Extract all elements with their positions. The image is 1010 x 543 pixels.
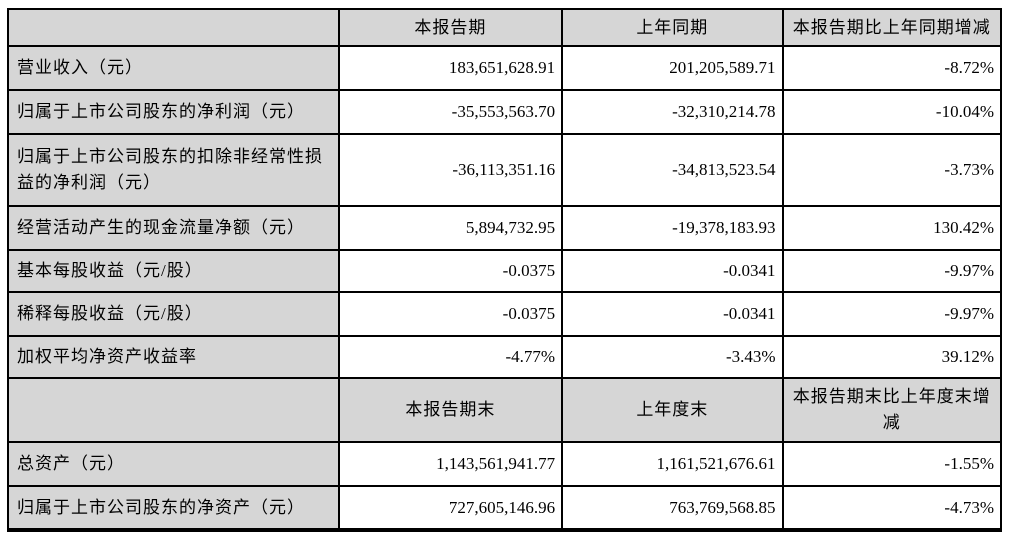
- table-header-row-period-end: 本报告期末 上年度末 本报告期末比上年度末增减: [7, 377, 1003, 443]
- row-label-cell: 加权平均净资产收益率: [7, 335, 340, 379]
- financial-summary-table: 本报告期 上年同期 本报告期比上年同期增减 营业收入（元） 183,651,62…: [7, 8, 1003, 532]
- table-row-net-profit: 归属于上市公司股东的净利润（元） -35,553,563.70 -32,310,…: [7, 89, 1003, 135]
- prior-period-value-cell: -34,813,523.54: [561, 133, 784, 207]
- change-value-cell: 39.12%: [781, 335, 1003, 379]
- row-label-cell: 归属于上市公司股东的扣除非经常性损益的净利润（元）: [7, 133, 340, 207]
- header-cell-prior-year-end: 上年度末: [561, 377, 784, 443]
- current-period-value-cell: -0.0375: [337, 249, 564, 293]
- prior-period-value-cell: 201,205,589.71: [561, 45, 784, 91]
- row-label-cell: 营业收入（元）: [7, 45, 340, 91]
- header-cell-current-period: 本报告期: [337, 8, 564, 47]
- row-label-cell: 稀释每股收益（元/股）: [7, 291, 340, 337]
- header-cell-blank: [7, 377, 340, 443]
- header-cell-current-period-end: 本报告期末: [337, 377, 564, 443]
- row-label-cell: 归属于上市公司股东的净利润（元）: [7, 89, 340, 135]
- table-row-net-assets: 归属于上市公司股东的净资产（元） 727,605,146.96 763,769,…: [7, 485, 1003, 531]
- prior-period-value-cell: -32,310,214.78: [561, 89, 784, 135]
- row-label-cell: 总资产（元）: [7, 441, 340, 487]
- prior-period-value-cell: -3.43%: [561, 335, 784, 379]
- table-row-diluted-eps: 稀释每股收益（元/股） -0.0375 -0.0341 -9.97%: [7, 291, 1003, 337]
- change-value-cell: -3.73%: [781, 133, 1003, 207]
- current-period-value-cell: 1,143,561,941.77: [337, 441, 564, 487]
- header-cell-period-change: 本报告期比上年同期增减: [781, 8, 1003, 47]
- change-value-cell: -10.04%: [781, 89, 1003, 135]
- current-period-value-cell: -35,553,563.70: [337, 89, 564, 135]
- change-value-cell: -8.72%: [781, 45, 1003, 91]
- current-period-value-cell: -0.0375: [337, 291, 564, 337]
- prior-period-value-cell: 1,161,521,676.61: [561, 441, 784, 487]
- prior-period-value-cell: 763,769,568.85: [561, 485, 784, 531]
- header-cell-blank: [7, 8, 340, 47]
- change-value-cell: 130.42%: [781, 205, 1003, 251]
- row-label-cell: 经营活动产生的现金流量净额（元）: [7, 205, 340, 251]
- header-cell-prior-period: 上年同期: [561, 8, 784, 47]
- current-period-value-cell: 5,894,732.95: [337, 205, 564, 251]
- row-label-cell: 归属于上市公司股东的净资产（元）: [7, 485, 340, 531]
- table-row-total-assets: 总资产（元） 1,143,561,941.77 1,161,521,676.61…: [7, 441, 1003, 487]
- current-period-value-cell: -36,113,351.16: [337, 133, 564, 207]
- row-label-cell: 基本每股收益（元/股）: [7, 249, 340, 293]
- change-value-cell: -9.97%: [781, 249, 1003, 293]
- change-value-cell: -4.73%: [781, 485, 1003, 531]
- table-row-basic-eps: 基本每股收益（元/股） -0.0375 -0.0341 -9.97%: [7, 249, 1003, 293]
- table-row-net-profit-excl-nonrecurring: 归属于上市公司股东的扣除非经常性损益的净利润（元） -36,113,351.16…: [7, 133, 1003, 207]
- change-value-cell: -1.55%: [781, 441, 1003, 487]
- table-row-operating-revenue: 营业收入（元） 183,651,628.91 201,205,589.71 -8…: [7, 45, 1003, 91]
- prior-period-value-cell: -19,378,183.93: [561, 205, 784, 251]
- table-row-weighted-avg-roe: 加权平均净资产收益率 -4.77% -3.43% 39.12%: [7, 335, 1003, 379]
- current-period-value-cell: 183,651,628.91: [337, 45, 564, 91]
- table-header-row-period: 本报告期 上年同期 本报告期比上年同期增减: [7, 8, 1003, 47]
- prior-period-value-cell: -0.0341: [561, 249, 784, 293]
- prior-period-value-cell: -0.0341: [561, 291, 784, 337]
- header-cell-period-end-change: 本报告期末比上年度末增减: [781, 377, 1003, 443]
- table-row-operating-cash-flow: 经营活动产生的现金流量净额（元） 5,894,732.95 -19,378,18…: [7, 205, 1003, 251]
- change-value-cell: -9.97%: [781, 291, 1003, 337]
- current-period-value-cell: 727,605,146.96: [337, 485, 564, 531]
- current-period-value-cell: -4.77%: [337, 335, 564, 379]
